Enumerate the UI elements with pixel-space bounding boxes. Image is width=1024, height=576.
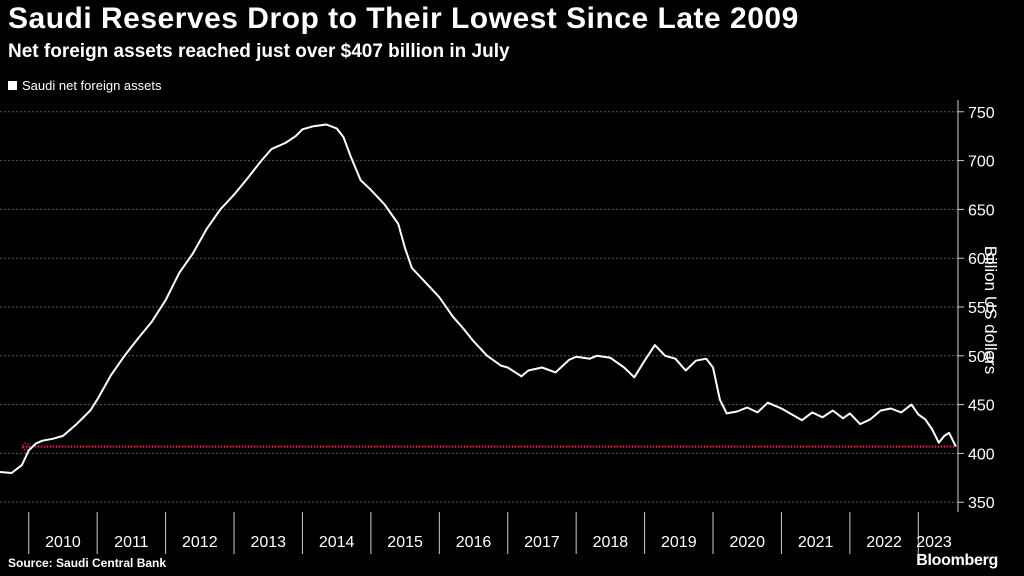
x-tick-label: 2017 bbox=[524, 534, 560, 551]
y-tick-label: 650 bbox=[968, 202, 995, 219]
y-tick-label: 350 bbox=[968, 495, 995, 512]
legend-label: Saudi net foreign assets bbox=[22, 78, 162, 93]
y-tick-label: 700 bbox=[968, 154, 995, 171]
x-tick-label: 2021 bbox=[798, 534, 834, 551]
y-tick-label: 750 bbox=[968, 105, 995, 122]
x-tick-label: 2012 bbox=[182, 534, 218, 551]
y-tick-label: 400 bbox=[968, 446, 995, 463]
x-tick-label: 2018 bbox=[593, 534, 629, 551]
y-axis-title: Billion US dollars bbox=[981, 245, 1000, 375]
x-tick-label: 2011 bbox=[114, 534, 149, 551]
x-tick-label: 2019 bbox=[661, 534, 697, 551]
y-tick-label: 500 bbox=[968, 349, 995, 366]
x-tick-label: 2014 bbox=[319, 534, 355, 551]
x-tick-label: 2010 bbox=[45, 534, 81, 551]
x-tick-label: 2023 bbox=[916, 534, 952, 551]
reference-marker bbox=[21, 442, 30, 451]
y-tick-label: 450 bbox=[968, 398, 995, 415]
chart-subtitle: Net foreign assets reached just over $40… bbox=[8, 41, 510, 62]
chart-title: Saudi Reserves Drop to Their Lowest Sinc… bbox=[8, 2, 799, 35]
x-tick-label: 2013 bbox=[250, 534, 286, 551]
y-tick-label: 600 bbox=[968, 251, 995, 268]
legend-swatch bbox=[8, 81, 17, 90]
x-tick-label: 2015 bbox=[387, 534, 423, 551]
source-note: Source: Saudi Central Bank bbox=[8, 556, 167, 570]
y-tick-label: 550 bbox=[968, 300, 995, 317]
brand-logo: Bloomberg bbox=[916, 552, 998, 569]
legend: Saudi net foreign assets bbox=[8, 78, 161, 93]
x-tick-label: 2020 bbox=[729, 534, 765, 551]
x-tick-label: 2022 bbox=[866, 534, 902, 551]
x-tick-label: 2016 bbox=[456, 534, 492, 551]
series-line bbox=[0, 123, 957, 474]
